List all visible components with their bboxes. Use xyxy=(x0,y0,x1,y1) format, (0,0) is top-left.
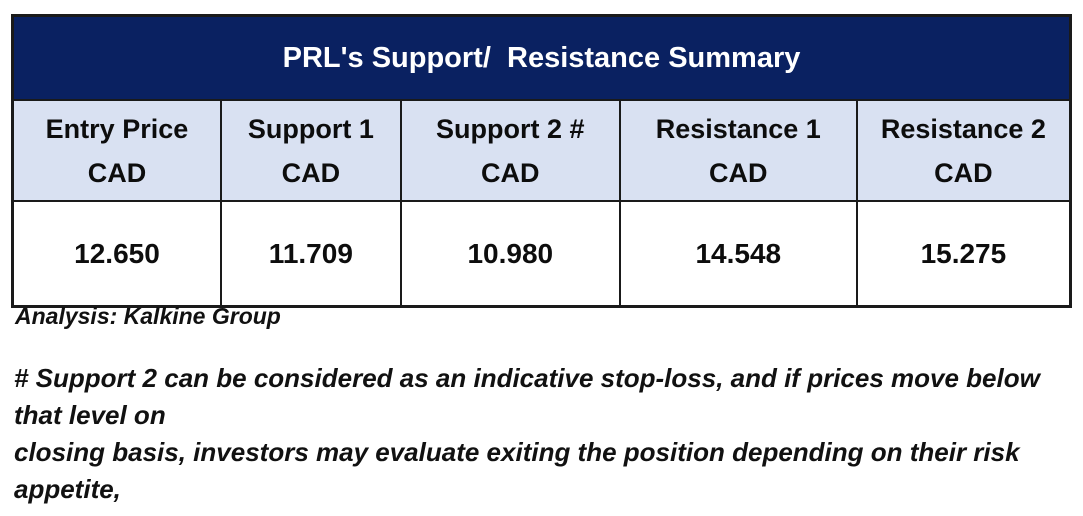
table-header-row: Entry Price CAD Support 1 CAD Support 2 … xyxy=(11,99,1072,202)
table-values-row: 12.650 11.709 10.980 14.548 15.275 xyxy=(11,200,1072,308)
table-title: PRL's Support/ Resistance Summary xyxy=(11,14,1072,101)
column-header-support-1: Support 1 CAD xyxy=(219,99,402,202)
column-header-resistance-2: Resistance 2 CAD xyxy=(855,99,1072,202)
footnote-line: # Support 2 can be considered as an indi… xyxy=(14,363,1040,430)
column-label: Resistance 2 xyxy=(880,113,1046,144)
footnote-line: closing basis, investors may evaluate ex… xyxy=(14,437,1020,504)
column-header-resistance-1: Resistance 1 CAD xyxy=(618,99,858,202)
value-support-2: 10.980 xyxy=(399,200,621,308)
support-resistance-table: PRL's Support/ Resistance Summary Entry … xyxy=(11,14,1072,308)
value-resistance-1: 14.548 xyxy=(618,200,858,308)
table-title-row: PRL's Support/ Resistance Summary xyxy=(11,14,1072,101)
column-unit: CAD xyxy=(87,157,147,188)
analysis-source-note: Analysis: Kalkine Group xyxy=(15,303,281,329)
support2-footnote: # Support 2 can be considered as an indi… xyxy=(14,360,1076,516)
column-header-support-2: Support 2 # CAD xyxy=(399,99,621,202)
column-unit: CAD xyxy=(709,157,768,188)
column-label: Entry Price xyxy=(45,113,189,144)
column-header-entry-price: Entry Price CAD xyxy=(11,99,222,202)
footnote-line: previous holdings, and other factors con… xyxy=(14,508,1076,516)
value-resistance-2: 15.275 xyxy=(855,200,1072,308)
value-support-1: 11.709 xyxy=(219,200,402,308)
column-unit: CAD xyxy=(934,157,993,188)
column-unit: CAD xyxy=(281,157,341,188)
column-label: Resistance 1 xyxy=(655,113,821,144)
column-label: Support 1 xyxy=(247,113,374,144)
value-entry-price: 12.650 xyxy=(11,200,222,308)
column-label: Support 2 # xyxy=(436,113,585,144)
column-unit: CAD xyxy=(481,157,540,188)
